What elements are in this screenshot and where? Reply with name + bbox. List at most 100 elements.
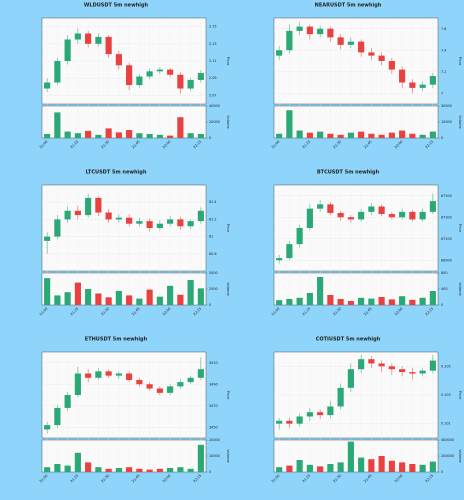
candle-body bbox=[337, 387, 344, 407]
candle-body bbox=[317, 28, 324, 35]
volume-bar bbox=[347, 441, 354, 472]
candle-body bbox=[167, 386, 174, 393]
volume-axis-label: Volume bbox=[458, 115, 462, 129]
candlestick-chart: BTCUSDT 5m newhigh 66900 67100 67300 67500 0 4… bbox=[271, 170, 462, 317]
x-tick-label: 21:30 bbox=[332, 307, 342, 317]
candle-body bbox=[286, 420, 293, 424]
volume-bar bbox=[146, 289, 153, 305]
volume-bar bbox=[276, 467, 283, 472]
x-tick-label: 21:45 bbox=[363, 307, 373, 317]
volume-bar bbox=[136, 468, 143, 472]
volume-bar bbox=[126, 467, 133, 472]
candle-body bbox=[347, 369, 354, 388]
candle-body bbox=[126, 373, 133, 380]
volume-tick-label: 20000 bbox=[209, 120, 220, 124]
y-tick-label: 2.15 bbox=[209, 25, 217, 29]
candlestick-chart: ETHUSDT 5m newhigh 3450 3470 3490 3510 0 10000… bbox=[39, 337, 230, 484]
candle-body bbox=[177, 219, 184, 227]
x-tick-label: 22:15 bbox=[425, 307, 435, 317]
volume-tick-label: 0 bbox=[441, 136, 443, 140]
volume-bar bbox=[95, 293, 102, 305]
volume-bar bbox=[317, 466, 324, 472]
volume-bar bbox=[347, 301, 354, 305]
candle-body bbox=[347, 41, 354, 45]
candle-body bbox=[419, 211, 426, 220]
volume-bar bbox=[368, 133, 375, 138]
volume-bar bbox=[187, 280, 194, 305]
candle-body bbox=[197, 369, 204, 378]
y-axis-label: Price bbox=[226, 391, 230, 401]
volume-bar bbox=[85, 130, 92, 138]
candle-body bbox=[44, 82, 51, 89]
candle-body bbox=[317, 204, 324, 209]
candle-body bbox=[409, 372, 416, 374]
volume-tick-label: 0 bbox=[209, 470, 211, 474]
volume-bar bbox=[378, 297, 385, 305]
volume-tick-label: 5000 bbox=[209, 271, 218, 275]
y-tick-label: 67500 bbox=[441, 194, 452, 198]
volume-bar bbox=[85, 462, 92, 472]
volume-bar bbox=[429, 131, 436, 138]
candle-body bbox=[115, 373, 122, 376]
x-tick-label: 21:00 bbox=[39, 140, 49, 150]
candle-body bbox=[296, 26, 303, 31]
volume-bar bbox=[296, 130, 303, 138]
volume-tick-label: 400000 bbox=[441, 438, 454, 442]
volume-bar bbox=[105, 128, 112, 138]
volume-bar bbox=[146, 134, 153, 138]
volume-bar bbox=[368, 298, 375, 305]
volume-bar bbox=[177, 294, 184, 305]
candle-body bbox=[388, 61, 395, 70]
volume-bar bbox=[187, 468, 194, 472]
x-tick-label: 21:00 bbox=[271, 474, 281, 484]
volume-axis-label: Volume bbox=[226, 115, 230, 129]
volume-tick-label: 800 bbox=[441, 271, 447, 275]
volume-axis-label: Volume bbox=[226, 282, 230, 296]
y-axis-label: Price bbox=[458, 57, 462, 67]
volume-bar bbox=[337, 299, 344, 305]
volume-bar bbox=[327, 464, 334, 472]
volume-bar bbox=[126, 295, 133, 305]
y-tick-label: 0.101 bbox=[441, 422, 451, 426]
candle-body bbox=[276, 258, 283, 261]
candle-body bbox=[187, 221, 194, 227]
volume-bar bbox=[44, 467, 51, 472]
candle-body bbox=[317, 412, 324, 416]
volume-bar bbox=[429, 291, 436, 305]
volume-bar bbox=[64, 292, 71, 305]
x-tick-label: 21:30 bbox=[100, 474, 110, 484]
volume-bar bbox=[286, 299, 293, 305]
candlestick-chart: WLDUSDT 5m newhigh 2.07 2.09 2.11 2.13 2.15 0 2… bbox=[39, 3, 230, 150]
volume-bar bbox=[197, 134, 204, 138]
volume-tick-label: 30000 bbox=[441, 104, 452, 108]
volume-bar bbox=[74, 133, 81, 138]
x-tick-label: 22:15 bbox=[193, 307, 203, 317]
volume-axis-label: Volume bbox=[458, 449, 462, 463]
chart-title: NEARUSDT 5m newhigh bbox=[315, 3, 382, 9]
volume-bar bbox=[419, 134, 426, 138]
x-tick-label: 21:30 bbox=[100, 307, 110, 317]
volume-axis-label: Volume bbox=[226, 449, 230, 463]
candle-body bbox=[429, 360, 436, 371]
volume-tick-label: 400 bbox=[441, 287, 447, 291]
volume-tick-label: 0 bbox=[441, 470, 443, 474]
volume-bar bbox=[317, 131, 324, 138]
volume-bar bbox=[136, 133, 143, 138]
volume-bar bbox=[296, 297, 303, 305]
price-panel bbox=[273, 17, 439, 105]
candle-body bbox=[306, 26, 313, 35]
x-tick-label: 21:00 bbox=[271, 307, 281, 317]
x-tick-label: 21:15 bbox=[302, 307, 312, 317]
volume-bar bbox=[197, 444, 204, 472]
candle-body bbox=[337, 37, 344, 45]
volume-bar bbox=[115, 290, 122, 305]
candle-body bbox=[95, 197, 102, 213]
volume-bar bbox=[306, 293, 313, 305]
chart-title: ETHUSDT 5m newhigh bbox=[85, 337, 148, 343]
candle-body bbox=[44, 425, 51, 430]
y-axis-label: Price bbox=[226, 224, 230, 234]
candle-body bbox=[95, 36, 102, 44]
x-tick-label: 22:00 bbox=[162, 307, 172, 317]
y-tick-label: 2.07 bbox=[209, 93, 217, 97]
